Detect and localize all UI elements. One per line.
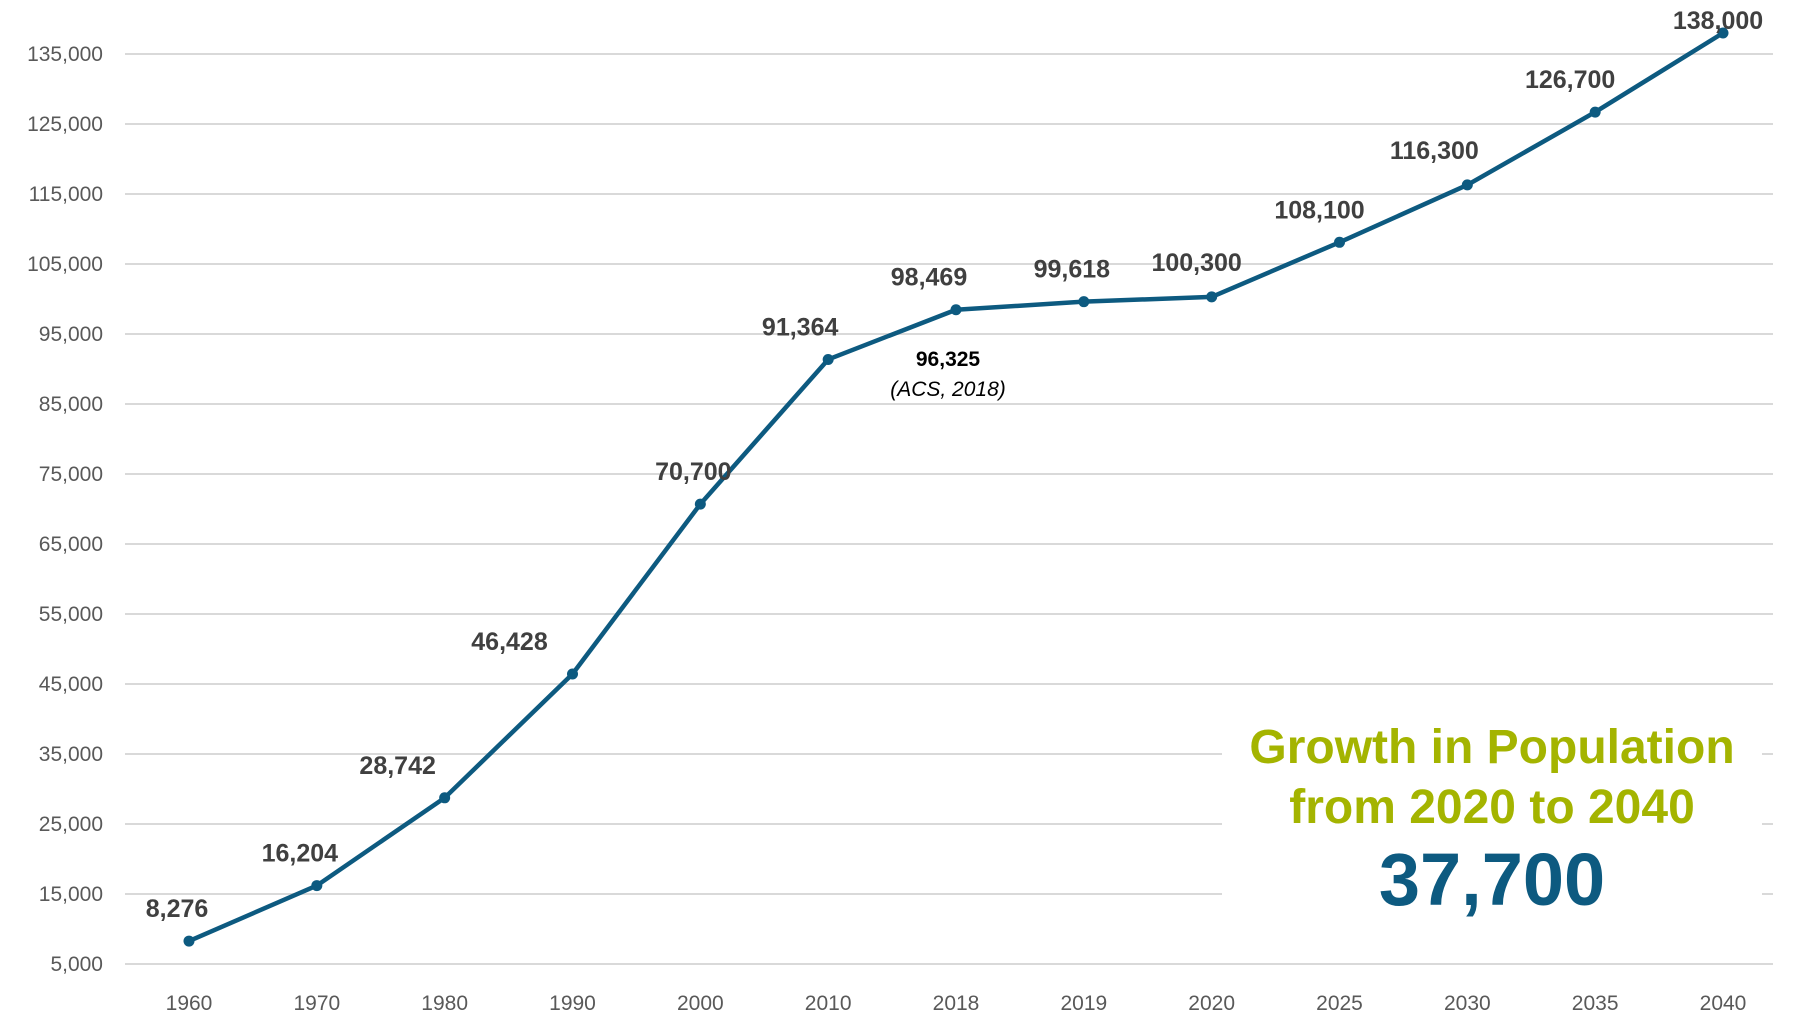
y-tick-label: 85,000	[39, 393, 103, 416]
data-point	[1206, 291, 1218, 303]
data-point	[1717, 27, 1729, 39]
x-tick-label: 2035	[1572, 992, 1619, 1015]
callout-title-line2: from 2020 to 2040	[1289, 781, 1695, 834]
y-tick-label: 45,000	[39, 673, 103, 696]
callout-growth-value: 37,700	[1378, 838, 1606, 921]
x-tick-label: 1980	[421, 992, 468, 1015]
y-tick-label: 75,000	[39, 463, 103, 486]
x-tick-label: 2025	[1316, 992, 1363, 1015]
y-tick-label: 5,000	[50, 953, 103, 976]
data-point	[311, 880, 323, 892]
x-tick-label: 2019	[1060, 992, 1107, 1015]
annotation-layer: 96,325 (ACS, 2018)	[890, 348, 1006, 401]
data-label: 99,618	[1034, 256, 1111, 284]
x-tick-label: 1970	[293, 992, 340, 1015]
y-tick-label: 15,000	[39, 883, 103, 906]
data-label: 16,204	[262, 840, 339, 868]
x-tick-label: 1960	[166, 992, 213, 1015]
y-axis-ticks: 5,000 15,000 25,000 35,000 45,000 55,000 65,00…	[27, 43, 103, 976]
data-point	[1078, 296, 1090, 308]
x-tick-label: 2020	[1188, 992, 1235, 1015]
data-point	[439, 792, 451, 804]
x-tick-label: 2018	[933, 992, 980, 1015]
x-axis-ticks: 1960 1970 1980 1990 2000 2010 2018 2019 2020 2025…	[166, 992, 1747, 1015]
data-label: 126,700	[1525, 66, 1615, 94]
data-label: 108,100	[1274, 196, 1364, 224]
annotation-acs-source: (ACS, 2018)	[890, 378, 1006, 401]
data-label: 28,742	[359, 752, 435, 780]
data-label: 46,428	[471, 628, 548, 656]
data-point	[183, 935, 195, 947]
y-tick-label: 35,000	[39, 743, 103, 766]
data-label: 138,000	[1673, 7, 1763, 35]
data-label: 8,276	[146, 895, 209, 923]
gridlines	[125, 53, 1773, 965]
y-tick-label: 65,000	[39, 533, 103, 556]
data-labels: 8,276 16,204 28,742 46,428 70,700 91,364 98,46…	[146, 7, 1763, 923]
data-point	[694, 498, 706, 510]
data-points	[183, 27, 1729, 947]
x-tick-label: 1990	[549, 992, 596, 1015]
data-label: 98,469	[891, 264, 967, 292]
y-tick-label: 55,000	[39, 603, 103, 626]
data-label: 100,300	[1151, 249, 1241, 277]
y-tick-label: 95,000	[39, 323, 103, 346]
data-point	[950, 304, 962, 316]
data-label: 70,700	[655, 458, 731, 486]
data-point	[822, 353, 834, 365]
y-tick-label: 105,000	[27, 253, 103, 276]
growth-callout: Growth in Population from 2020 to 2040 3…	[1222, 700, 1762, 930]
x-tick-label: 2040	[1700, 992, 1747, 1015]
data-label: 91,364	[762, 313, 839, 341]
y-tick-label: 125,000	[27, 113, 103, 136]
annotation-acs-value: 96,325	[916, 348, 981, 371]
data-point	[1334, 236, 1345, 248]
data-point	[1461, 179, 1473, 191]
callout-title-line1: Growth in Population	[1249, 721, 1735, 774]
y-tick-label: 115,000	[29, 183, 103, 206]
x-tick-label: 2030	[1444, 992, 1491, 1015]
data-point	[567, 668, 578, 680]
y-tick-label: 25,000	[39, 813, 103, 836]
x-tick-label: 2000	[677, 992, 724, 1015]
y-tick-label: 135,000	[27, 43, 103, 66]
data-point	[1589, 106, 1601, 118]
x-tick-label: 2010	[805, 992, 852, 1015]
data-label: 116,300	[1390, 137, 1479, 165]
